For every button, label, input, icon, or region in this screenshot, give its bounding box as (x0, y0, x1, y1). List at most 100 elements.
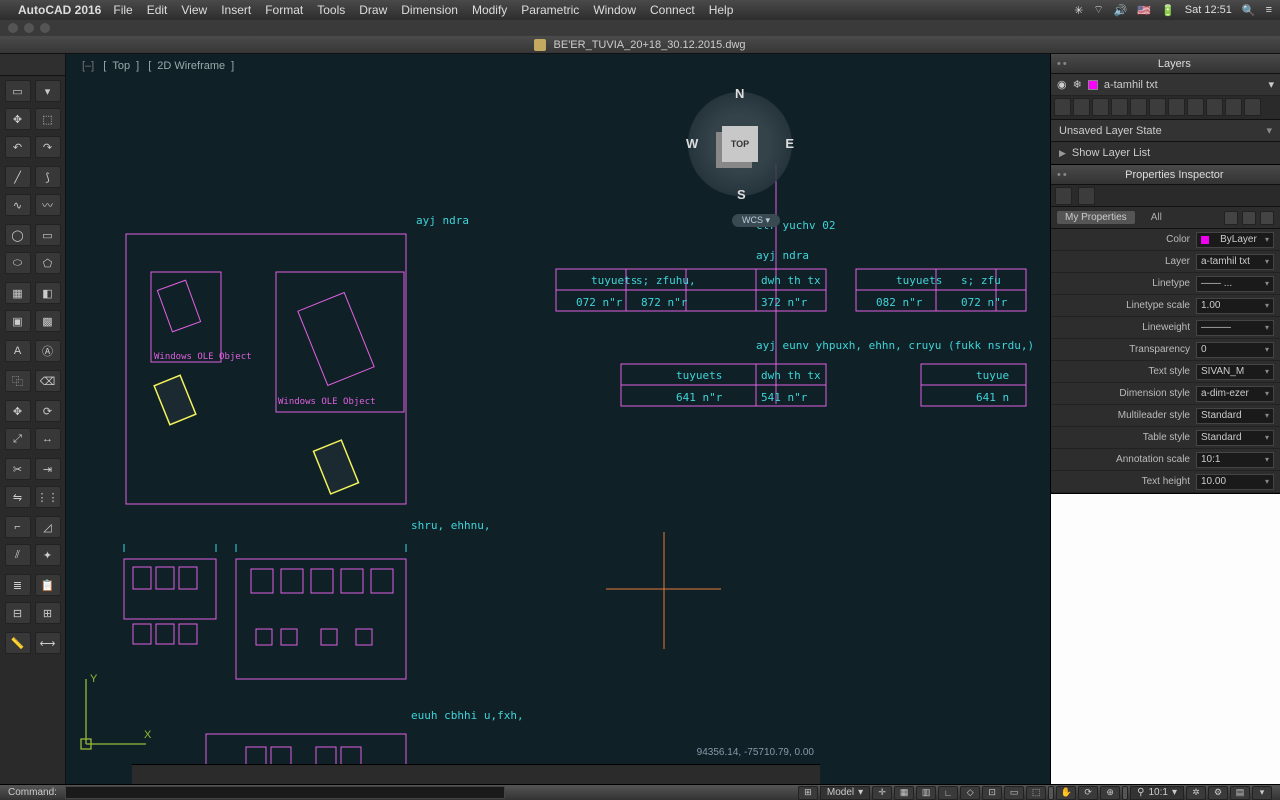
property-value-dropdown[interactable]: ByLayer▾ (1196, 232, 1274, 248)
property-value-dropdown[interactable]: Standard▾ (1196, 408, 1274, 424)
status-btn[interactable]: ▦ (894, 786, 914, 800)
minimize-window-button[interactable] (24, 23, 34, 33)
tool-layer[interactable]: ≣ (5, 574, 31, 596)
status-btn[interactable]: ▾ (1252, 786, 1272, 800)
prop-toolbar-btn[interactable] (1078, 187, 1095, 205)
viewcube-west[interactable]: W (686, 136, 698, 151)
menu-dimension[interactable]: Dimension (401, 3, 458, 17)
tool-redo[interactable]: ↷ (35, 136, 61, 158)
status-pan-icon[interactable]: ✋ (1056, 786, 1076, 800)
tool-layermgr[interactable]: 📋 (35, 574, 61, 596)
tool-offset[interactable]: ⫽ (5, 544, 31, 566)
tool-gradient[interactable]: ◧ (35, 282, 61, 304)
status-btn[interactable]: ✛ (872, 786, 892, 800)
volume-icon[interactable]: 🔊 (1114, 4, 1128, 17)
status-orbit-icon[interactable]: ⟳ (1078, 786, 1098, 800)
status-btn[interactable]: ⊕ (1100, 786, 1120, 800)
viewcube-east[interactable]: E (785, 136, 794, 151)
tool-trim[interactable]: ✂ (5, 458, 31, 480)
layer-tool-btn[interactable] (1225, 98, 1242, 116)
property-value-dropdown[interactable]: Standard▾ (1196, 430, 1274, 446)
status-btn[interactable]: ✲ (1186, 786, 1206, 800)
current-layer-row[interactable]: ◉ ❄ a-tamhil txt ▾ (1051, 74, 1280, 96)
drawing-canvas[interactable]: [–] [Top] [2D Wireframe] ayj ndra ctr yu… (66, 54, 1050, 800)
tool-mirror[interactable]: ⇋ (5, 486, 31, 508)
layer-tool-btn[interactable] (1187, 98, 1204, 116)
tool-scale[interactable]: ⤢ (5, 428, 31, 450)
layer-tool-btn[interactable] (1111, 98, 1128, 116)
status-btn[interactable]: ∟ (938, 786, 958, 800)
status-btn[interactable]: ▭ (1004, 786, 1024, 800)
command-input[interactable] (65, 786, 505, 799)
menu-edit[interactable]: Edit (147, 3, 168, 17)
layer-tool-btn[interactable] (1149, 98, 1166, 116)
tool-explode[interactable]: ✦ (35, 544, 61, 566)
tool-stretch[interactable]: ↔ (35, 428, 61, 450)
menu-format[interactable]: Format (265, 3, 303, 17)
menu-window[interactable]: Window (593, 3, 636, 17)
property-value-dropdown[interactable]: SIVAN_M▾ (1196, 364, 1274, 380)
layer-tool-btn[interactable] (1206, 98, 1223, 116)
layer-color-swatch[interactable] (1088, 80, 1098, 90)
menu-insert[interactable]: Insert (221, 3, 251, 17)
property-value-dropdown[interactable]: 0▾ (1196, 342, 1274, 358)
model-space-dropdown[interactable]: Model▾ (820, 786, 870, 800)
tool-move[interactable]: ✥ (5, 108, 31, 130)
tool-join[interactable]: ⊞ (35, 602, 61, 624)
tool-polygon[interactable]: ⬠ (35, 252, 61, 274)
layer-tool-btn[interactable] (1244, 98, 1261, 116)
close-window-button[interactable] (8, 23, 18, 33)
tool-fillet[interactable]: ⌐ (5, 516, 31, 538)
menu-tools[interactable]: Tools (317, 3, 345, 17)
view-cube[interactable]: TOP N S E W (680, 84, 800, 204)
tool-break[interactable]: ⊟ (5, 602, 31, 624)
tool-mtext[interactable]: Ⓐ (35, 340, 61, 362)
tool-line[interactable]: ╱ (5, 166, 31, 188)
menu-file[interactable]: File (113, 3, 132, 17)
tool-dropdown[interactable]: ▾ (35, 80, 61, 102)
tool-region[interactable]: ▩ (35, 310, 61, 332)
clock[interactable]: Sat 12:51 (1185, 4, 1232, 16)
menu-extras-icon[interactable]: ≡ (1266, 4, 1272, 16)
property-value-dropdown[interactable]: —— ...▾ (1196, 276, 1274, 292)
tool-text[interactable]: A (5, 340, 31, 362)
property-value-dropdown[interactable]: 10.00▾ (1196, 474, 1274, 490)
layer-state-dropdown[interactable]: Unsaved Layer State▾ (1051, 120, 1280, 142)
bluetooth-icon[interactable]: ✳ (1074, 4, 1083, 17)
menu-view[interactable]: View (181, 3, 207, 17)
tool-move2[interactable]: ✥ (5, 400, 31, 422)
prop-icon[interactable] (1224, 211, 1238, 225)
tool-undo[interactable]: ↶ (5, 136, 31, 158)
tool-measure[interactable]: 📏 (5, 632, 31, 654)
property-value-dropdown[interactable]: a-tamhil txt▾ (1196, 254, 1274, 270)
status-btn[interactable]: ⊡ (982, 786, 1002, 800)
input-flag-icon[interactable]: 🇺🇸 (1137, 4, 1151, 17)
menu-modify[interactable]: Modify (472, 3, 507, 17)
tool-hatch[interactable]: ▦ (5, 282, 31, 304)
tool-circle[interactable]: ◯ (5, 224, 31, 246)
tool-array[interactable]: ⋮⋮ (35, 486, 61, 508)
menu-draw[interactable]: Draw (359, 3, 387, 17)
tool-rotate[interactable]: ⟳ (35, 400, 61, 422)
wifi-icon[interactable]: ⌔ (1093, 3, 1103, 17)
status-grid-icon[interactable]: ⊞ (798, 786, 818, 800)
tool-dim[interactable]: ⟷ (35, 632, 61, 654)
battery-icon[interactable]: 🔋 (1161, 4, 1175, 17)
menu-connect[interactable]: Connect (650, 3, 695, 17)
tool-erase[interactable]: ⌫ (35, 370, 61, 392)
viewcube-south[interactable]: S (737, 187, 746, 202)
prop-toolbar-btn[interactable] (1055, 187, 1072, 205)
tool-rectangle[interactable]: ▭ (35, 224, 61, 246)
layer-tool-btn[interactable] (1168, 98, 1185, 116)
tab-all-properties[interactable]: All (1143, 211, 1170, 224)
spotlight-icon[interactable]: 🔍 (1242, 4, 1256, 17)
tool-chamfer[interactable]: ◿ (35, 516, 61, 538)
layer-tool-btn[interactable] (1054, 98, 1071, 116)
status-btn[interactable]: ◇ (960, 786, 980, 800)
zoom-window-button[interactable] (40, 23, 50, 33)
annotation-scale-dropdown[interactable]: ⚲ 10:1 ▾ (1130, 786, 1184, 800)
show-layer-list-toggle[interactable]: ▶Show Layer List (1051, 142, 1280, 164)
tab-my-properties[interactable]: My Properties (1057, 211, 1135, 224)
property-value-dropdown[interactable]: 10:1▾ (1196, 452, 1274, 468)
status-btn[interactable]: ⬚ (1026, 786, 1046, 800)
